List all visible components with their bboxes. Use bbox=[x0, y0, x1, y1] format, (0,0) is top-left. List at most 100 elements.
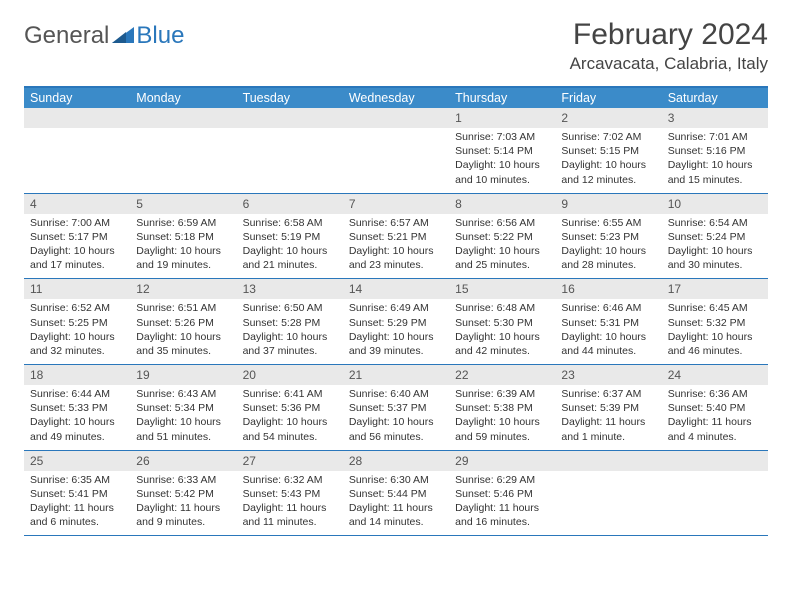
day-cell: Sunrise: 6:44 AMSunset: 5:33 PMDaylight:… bbox=[24, 385, 130, 450]
day-number: 8 bbox=[449, 194, 555, 214]
day-cell bbox=[662, 471, 768, 536]
day-number: 20 bbox=[237, 365, 343, 385]
weekday-label: Thursday bbox=[449, 88, 555, 108]
day-cell: Sunrise: 7:03 AMSunset: 5:14 PMDaylight:… bbox=[449, 128, 555, 193]
day-number: 19 bbox=[130, 365, 236, 385]
day-cell: Sunrise: 6:55 AMSunset: 5:23 PMDaylight:… bbox=[555, 214, 661, 279]
day-number: 22 bbox=[449, 365, 555, 385]
sunset-line: Sunset: 5:18 PM bbox=[136, 230, 230, 244]
sunrise-line: Sunrise: 7:01 AM bbox=[668, 130, 762, 144]
sunset-line: Sunset: 5:32 PM bbox=[668, 316, 762, 330]
sunset-line: Sunset: 5:31 PM bbox=[561, 316, 655, 330]
day-cell bbox=[130, 128, 236, 193]
sunset-line: Sunset: 5:44 PM bbox=[349, 487, 443, 501]
sunrise-line: Sunrise: 6:30 AM bbox=[349, 473, 443, 487]
day-number: 21 bbox=[343, 365, 449, 385]
week-row: 11121314151617Sunrise: 6:52 AMSunset: 5:… bbox=[24, 279, 768, 365]
day-cell: Sunrise: 6:36 AMSunset: 5:40 PMDaylight:… bbox=[662, 385, 768, 450]
sunrise-line: Sunrise: 6:39 AM bbox=[455, 387, 549, 401]
daylight-line: Daylight: 10 hours and 35 minutes. bbox=[136, 330, 230, 358]
daylight-line: Daylight: 10 hours and 59 minutes. bbox=[455, 415, 549, 443]
sunset-line: Sunset: 5:46 PM bbox=[455, 487, 549, 501]
weekday-label: Saturday bbox=[662, 88, 768, 108]
sunrise-line: Sunrise: 6:35 AM bbox=[30, 473, 124, 487]
day-cell bbox=[237, 128, 343, 193]
week-row: 45678910Sunrise: 7:00 AMSunset: 5:17 PMD… bbox=[24, 194, 768, 280]
daylight-line: Daylight: 10 hours and 12 minutes. bbox=[561, 158, 655, 186]
sunrise-line: Sunrise: 6:40 AM bbox=[349, 387, 443, 401]
sunset-line: Sunset: 5:36 PM bbox=[243, 401, 337, 415]
sunrise-line: Sunrise: 6:55 AM bbox=[561, 216, 655, 230]
day-number: 25 bbox=[24, 451, 130, 471]
sunrise-line: Sunrise: 6:57 AM bbox=[349, 216, 443, 230]
daylight-line: Daylight: 10 hours and 37 minutes. bbox=[243, 330, 337, 358]
daylight-line: Daylight: 10 hours and 44 minutes. bbox=[561, 330, 655, 358]
sunset-line: Sunset: 5:33 PM bbox=[30, 401, 124, 415]
week-row: 2526272829Sunrise: 6:35 AMSunset: 5:41 P… bbox=[24, 451, 768, 537]
day-number: 10 bbox=[662, 194, 768, 214]
day-number bbox=[130, 108, 236, 128]
daylight-line: Daylight: 10 hours and 17 minutes. bbox=[30, 244, 124, 272]
day-number: 17 bbox=[662, 279, 768, 299]
daylight-line: Daylight: 10 hours and 19 minutes. bbox=[136, 244, 230, 272]
day-cell: Sunrise: 6:49 AMSunset: 5:29 PMDaylight:… bbox=[343, 299, 449, 364]
day-cell: Sunrise: 7:02 AMSunset: 5:15 PMDaylight:… bbox=[555, 128, 661, 193]
weekday-label: Monday bbox=[130, 88, 236, 108]
sunset-line: Sunset: 5:21 PM bbox=[349, 230, 443, 244]
sunset-line: Sunset: 5:14 PM bbox=[455, 144, 549, 158]
day-cell: Sunrise: 6:51 AMSunset: 5:26 PMDaylight:… bbox=[130, 299, 236, 364]
day-cell: Sunrise: 6:32 AMSunset: 5:43 PMDaylight:… bbox=[237, 471, 343, 536]
daylight-line: Daylight: 10 hours and 49 minutes. bbox=[30, 415, 124, 443]
sunset-line: Sunset: 5:15 PM bbox=[561, 144, 655, 158]
day-number: 26 bbox=[130, 451, 236, 471]
sunset-line: Sunset: 5:16 PM bbox=[668, 144, 762, 158]
week-row: 18192021222324Sunrise: 6:44 AMSunset: 5:… bbox=[24, 365, 768, 451]
sunset-line: Sunset: 5:22 PM bbox=[455, 230, 549, 244]
sunrise-line: Sunrise: 6:59 AM bbox=[136, 216, 230, 230]
daylight-line: Daylight: 10 hours and 28 minutes. bbox=[561, 244, 655, 272]
daylight-line: Daylight: 10 hours and 23 minutes. bbox=[349, 244, 443, 272]
sunrise-line: Sunrise: 6:37 AM bbox=[561, 387, 655, 401]
weekday-label: Wednesday bbox=[343, 88, 449, 108]
sunrise-line: Sunrise: 6:56 AM bbox=[455, 216, 549, 230]
sunrise-line: Sunrise: 6:33 AM bbox=[136, 473, 230, 487]
day-cell: Sunrise: 6:54 AMSunset: 5:24 PMDaylight:… bbox=[662, 214, 768, 279]
day-cell: Sunrise: 6:48 AMSunset: 5:30 PMDaylight:… bbox=[449, 299, 555, 364]
header: General Blue February 2024 Arcavacata, C… bbox=[24, 18, 768, 74]
weekday-label: Friday bbox=[555, 88, 661, 108]
day-number: 23 bbox=[555, 365, 661, 385]
calendar: SundayMondayTuesdayWednesdayThursdayFrid… bbox=[24, 86, 768, 536]
sunset-line: Sunset: 5:19 PM bbox=[243, 230, 337, 244]
sunset-line: Sunset: 5:29 PM bbox=[349, 316, 443, 330]
sunrise-line: Sunrise: 6:54 AM bbox=[668, 216, 762, 230]
day-number: 2 bbox=[555, 108, 661, 128]
sunset-line: Sunset: 5:43 PM bbox=[243, 487, 337, 501]
sunrise-line: Sunrise: 6:43 AM bbox=[136, 387, 230, 401]
daylight-line: Daylight: 10 hours and 25 minutes. bbox=[455, 244, 549, 272]
day-cell: Sunrise: 6:56 AMSunset: 5:22 PMDaylight:… bbox=[449, 214, 555, 279]
day-cell: Sunrise: 7:01 AMSunset: 5:16 PMDaylight:… bbox=[662, 128, 768, 193]
sunrise-line: Sunrise: 6:50 AM bbox=[243, 301, 337, 315]
day-cell: Sunrise: 6:29 AMSunset: 5:46 PMDaylight:… bbox=[449, 471, 555, 536]
weekday-label: Sunday bbox=[24, 88, 130, 108]
daylight-line: Daylight: 11 hours and 6 minutes. bbox=[30, 501, 124, 529]
sunrise-line: Sunrise: 6:29 AM bbox=[455, 473, 549, 487]
sunrise-line: Sunrise: 7:00 AM bbox=[30, 216, 124, 230]
daylight-line: Daylight: 10 hours and 51 minutes. bbox=[136, 415, 230, 443]
day-number: 13 bbox=[237, 279, 343, 299]
day-number: 18 bbox=[24, 365, 130, 385]
sunrise-line: Sunrise: 6:46 AM bbox=[561, 301, 655, 315]
daylight-line: Daylight: 10 hours and 30 minutes. bbox=[668, 244, 762, 272]
day-number: 7 bbox=[343, 194, 449, 214]
sunrise-line: Sunrise: 6:51 AM bbox=[136, 301, 230, 315]
title-block: February 2024 Arcavacata, Calabria, Ital… bbox=[570, 18, 768, 74]
sunset-line: Sunset: 5:23 PM bbox=[561, 230, 655, 244]
daylight-line: Daylight: 11 hours and 11 minutes. bbox=[243, 501, 337, 529]
day-cell: Sunrise: 6:43 AMSunset: 5:34 PMDaylight:… bbox=[130, 385, 236, 450]
day-number bbox=[662, 451, 768, 471]
sunset-line: Sunset: 5:24 PM bbox=[668, 230, 762, 244]
weekday-label: Tuesday bbox=[237, 88, 343, 108]
day-number: 3 bbox=[662, 108, 768, 128]
weekday-header-row: SundayMondayTuesdayWednesdayThursdayFrid… bbox=[24, 88, 768, 108]
day-cell bbox=[24, 128, 130, 193]
